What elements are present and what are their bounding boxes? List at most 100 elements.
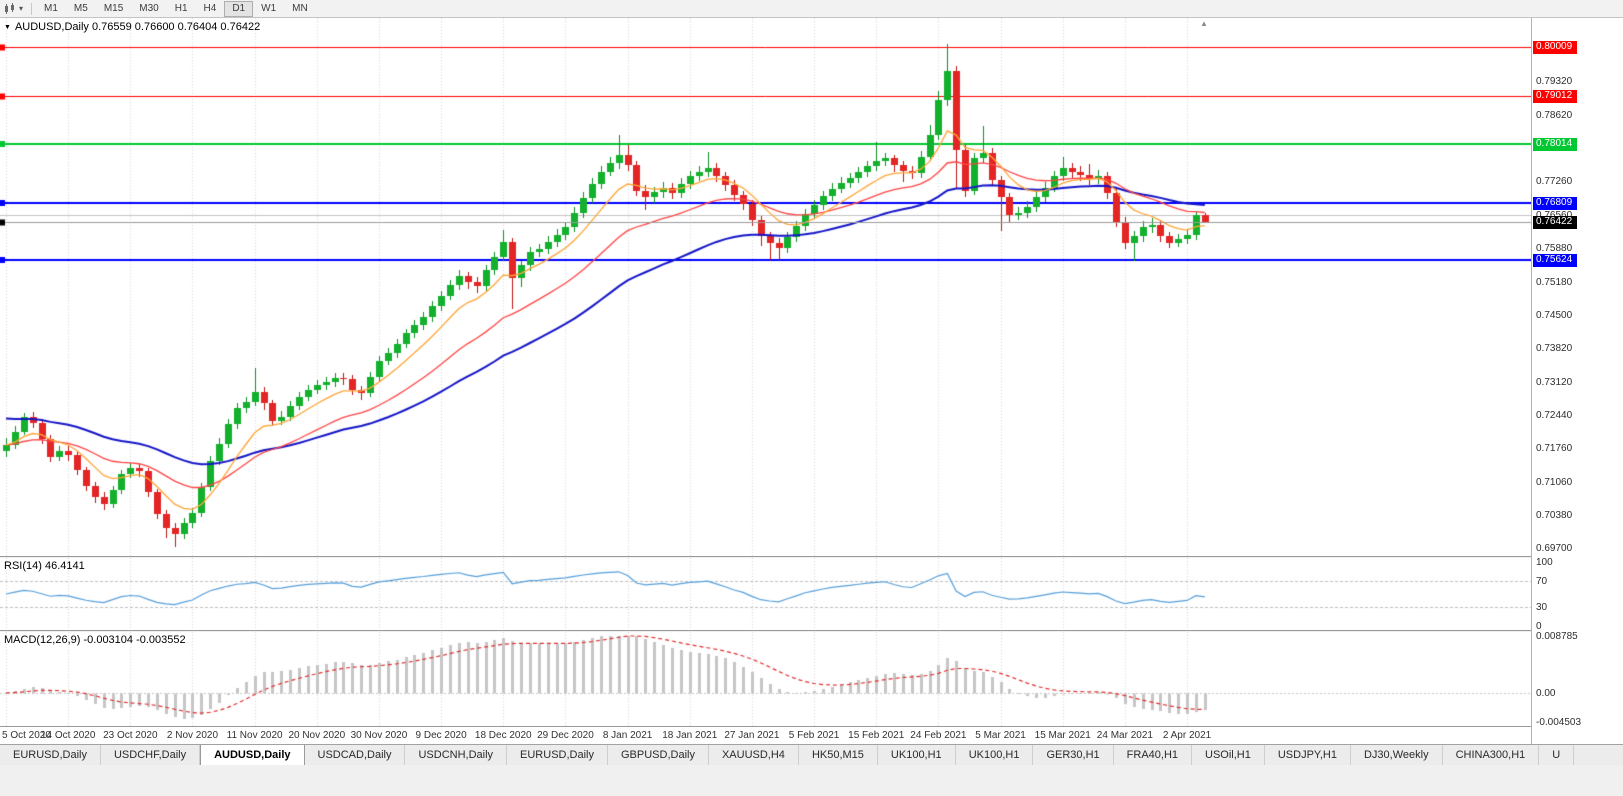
price-axis-label: 30 <box>1536 601 1548 613</box>
timeframe-buttons: M1 M5 M15 M30 H1 H4 D1 W1 MN <box>36 0 316 17</box>
chart-tab-EURUSD-Daily[interactable]: EURUSD,Daily <box>0 745 101 765</box>
time-axis-tick: 5 Oct 2020 <box>2 730 51 741</box>
time-axis-tick: 27 Jan 2021 <box>724 730 780 741</box>
chart-tab-USDCAD-Daily[interactable]: USDCAD,Daily <box>305 745 406 765</box>
timeframe-button-H4[interactable]: H4 <box>203 3 217 14</box>
chart-ohlc-label: ▼ AUDUSD,Daily 0.76559 0.76600 0.76404 0.… <box>4 21 260 33</box>
chart-tab-FRA40-H1[interactable]: FRA40,H1 <box>1114 745 1193 765</box>
macd-panel-label: MACD(12,26,9) -0.003104 -0.003552 <box>4 634 186 646</box>
chart-tab-XAUUSD-H4[interactable]: XAUUSD,H4 <box>709 745 799 765</box>
chart-tab-U[interactable]: U <box>1539 745 1575 765</box>
timeframe-toolbar: ▾ M1 M5 M15 M30 H1 H4 D1 W1 MN <box>0 0 1623 18</box>
candlestick-chart-icon <box>5 2 14 14</box>
time-axis[interactable]: 5 Oct 2020 14 Oct 2020 23 Oct 2020 2 Nov 20… <box>0 726 1531 744</box>
time-axis-tick: 29 Dec 2020 <box>537 730 594 741</box>
timeframe-button-D1[interactable]: D1 <box>224 0 254 17</box>
bid-price-badge: 0.76422 <box>1533 215 1577 229</box>
support-1-price-badge: 0.76809 <box>1533 196 1577 210</box>
chart-tab-GER30-H1[interactable]: GER30,H1 <box>1033 745 1114 765</box>
support-2-price-badge: 0.75624 <box>1533 254 1577 268</box>
timeframe-button-M1[interactable]: M1 <box>44 3 58 14</box>
time-axis-tick: 24 Mar 2021 <box>1096 730 1153 741</box>
time-axis-tick: 5 Mar 2021 <box>975 730 1026 741</box>
rsi-current-value: 46.4141 <box>44 560 85 572</box>
price-axis-label: 0.008785 <box>1536 631 1578 642</box>
chart-tab-GBPUSD-Daily[interactable]: GBPUSD,Daily <box>608 745 709 765</box>
chart-window: ▼ AUDUSD,Daily 0.76559 0.76600 0.76404 0.… <box>0 18 1623 744</box>
price-axis-label: 0.71760 <box>1536 443 1573 455</box>
collapse-triangle-icon[interactable]: ▼ <box>4 24 11 31</box>
time-axis-tick: 18 Dec 2020 <box>474 730 532 741</box>
timeframe-button-MN[interactable]: MN <box>292 3 308 14</box>
chart-tabs-bar: EURUSD,Daily USDCHF,Daily AUDUSD,Daily USDC… <box>0 744 1623 765</box>
time-axis-tick: 11 Nov 2020 <box>226 730 283 741</box>
time-axis-tick: 5 Feb 2021 <box>788 730 840 741</box>
time-axis-tick: 14 Oct 2020 <box>40 730 96 741</box>
time-axis-tick: 18 Jan 2021 <box>662 730 718 741</box>
macd-indicator-canvas[interactable] <box>0 632 1531 726</box>
price-axis-label: 0.75880 <box>1536 242 1573 254</box>
timeframe-button-H1[interactable]: H1 <box>174 3 188 14</box>
price-axis[interactable]: 0.793200.786200.779400.772600.765600.758… <box>1531 18 1623 744</box>
price-axis-label: 100 <box>1536 557 1553 568</box>
chart-tab-USDCNH-Daily[interactable]: USDCNH,Daily <box>405 745 508 765</box>
chart-type-control[interactable]: ▾ <box>0 0 27 17</box>
timeframe-button-M5[interactable]: M5 <box>73 3 88 14</box>
chart-tab-DJ30-Weekly[interactable]: DJ30,Weekly <box>1351 745 1443 765</box>
price-axis-label: 0.74500 <box>1536 309 1573 321</box>
time-axis-tick: 2 Nov 2020 <box>166 730 219 741</box>
time-axis-tick: 2 Apr 2021 <box>1162 730 1212 741</box>
price-chart-canvas[interactable] <box>0 18 1531 556</box>
chart-tab-AUDUSD-Daily[interactable]: AUDUSD,Daily <box>200 745 305 765</box>
chart-tab-EURUSD-Daily[interactable]: EURUSD,Daily <box>507 745 608 765</box>
time-axis-tick: 23 Oct 2020 <box>103 730 158 741</box>
chart-ohlc-values: 0.76559 0.76600 0.76404 0.76422 <box>91 21 261 33</box>
price-axis-label: 0.77260 <box>1536 175 1573 187</box>
price-axis-label: 0.73120 <box>1536 377 1573 388</box>
price-axis-label: 0.78620 <box>1536 109 1573 121</box>
chart-tab-HK50-M15[interactable]: HK50,M15 <box>799 745 878 765</box>
price-axis-label: 0.71060 <box>1536 477 1573 489</box>
price-axis-label: 70 <box>1536 576 1548 588</box>
time-axis-tick: 8 Jan 2021 <box>602 730 653 741</box>
chart-tab-USOil-H1[interactable]: USOil,H1 <box>1192 745 1265 765</box>
chart-shift-marker[interactable]: ▲ <box>1200 19 1208 28</box>
rsi-title: RSI(14) <box>4 560 42 572</box>
timeframe-button-M30[interactable]: M30 <box>139 3 159 14</box>
chart-symbol-label: AUDUSD,Daily <box>14 21 89 33</box>
macd-title: MACD(12,26,9) <box>4 634 81 646</box>
resistance-3-price-badge: 0.78014 <box>1533 138 1577 152</box>
time-axis-tick: 9 Dec 2020 <box>415 730 467 741</box>
price-axis-label: 0.69700 <box>1536 543 1573 555</box>
chart-tab-CHINA300-H1[interactable]: CHINA300,H1 <box>1443 745 1540 765</box>
time-axis-tick: 30 Nov 2020 <box>350 730 408 741</box>
chart-tab-USDCHF-Daily[interactable]: USDCHF,Daily <box>101 745 201 765</box>
chevron-down-icon: ▾ <box>19 4 24 13</box>
time-axis-tick: 20 Nov 2020 <box>288 730 346 741</box>
time-axis-tick: 15 Mar 2021 <box>1034 730 1091 741</box>
price-axis-label: 0.00 <box>1536 687 1556 699</box>
price-axis-label: 0.73820 <box>1536 342 1573 354</box>
price-axis-label: 0 <box>1536 621 1542 632</box>
timeframe-button-M15[interactable]: M15 <box>103 3 124 14</box>
status-strip <box>0 765 1623 796</box>
resistance-2-price-badge: 0.79012 <box>1533 89 1577 103</box>
price-axis-label: 0.76560 <box>1536 210 1572 221</box>
chart-tab-UK100-H1[interactable]: UK100,H1 <box>956 745 1034 765</box>
time-axis-tick: 24 Feb 2021 <box>910 730 967 741</box>
panel-separator[interactable] <box>0 630 1623 632</box>
resistance-1-price-badge: 0.80009 <box>1533 41 1577 55</box>
chart-tab-UK100-H1[interactable]: UK100,H1 <box>878 745 956 765</box>
time-axis-tick: 15 Feb 2021 <box>848 730 905 741</box>
price-axis-label: 0.70380 <box>1536 510 1573 522</box>
price-axis-label: 0.75180 <box>1536 276 1573 288</box>
price-axis-label: 0.72440 <box>1536 410 1573 422</box>
rsi-indicator-canvas[interactable] <box>0 558 1531 630</box>
chart-plot-area: ▼ AUDUSD,Daily 0.76559 0.76600 0.76404 0.… <box>0 18 1531 744</box>
macd-current-values: -0.003104 -0.003552 <box>83 634 186 646</box>
price-axis-label: -0.004503 <box>1536 717 1582 728</box>
chart-tab-USDJPY-H1[interactable]: USDJPY,H1 <box>1265 745 1351 765</box>
timeframe-button-W1[interactable]: W1 <box>261 3 277 14</box>
panel-separator[interactable] <box>0 556 1623 558</box>
toolbar-divider <box>31 2 33 15</box>
